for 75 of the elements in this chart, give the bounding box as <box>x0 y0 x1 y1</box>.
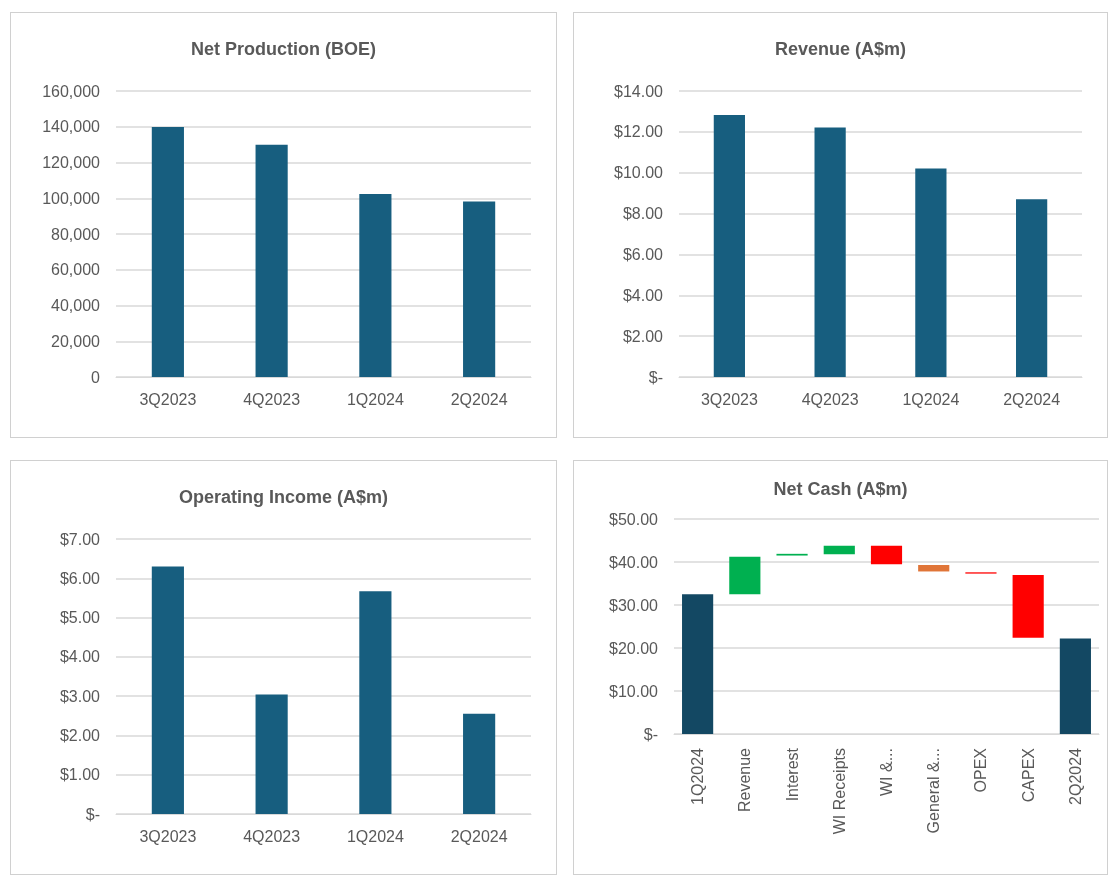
y-tick-label: 20,000 <box>51 332 101 350</box>
x-tick-label: Revenue <box>736 747 754 813</box>
bar <box>463 713 496 814</box>
bar <box>255 694 288 814</box>
chart-title: Net Production (BOE) <box>191 39 376 59</box>
bar <box>918 565 950 572</box>
x-tick-label: General &... <box>925 748 943 834</box>
y-tick-label: $10.00 <box>614 164 664 182</box>
x-tick-label: OPEX <box>972 747 990 793</box>
x-tick-label: 4Q2023 <box>801 390 859 408</box>
y-tick-label: $6.00 <box>622 245 664 263</box>
y-tick-label: $7.00 <box>59 530 101 548</box>
bar <box>255 144 288 377</box>
bar <box>151 566 184 814</box>
x-tick-label: 1Q2024 <box>346 390 404 408</box>
x-tick-label: WI &... <box>878 748 895 796</box>
x-tick-label: 4Q2023 <box>243 390 301 408</box>
y-tick-label: $- <box>85 805 100 823</box>
bar <box>1016 199 1048 377</box>
y-tick-label: $50.00 <box>609 510 659 528</box>
y-tick-label: $10.00 <box>609 682 659 700</box>
chart-title: Revenue (A$m) <box>774 39 907 59</box>
x-tick-label: 4Q2023 <box>243 827 301 845</box>
bar <box>814 127 846 377</box>
y-tick-label: $14.00 <box>614 82 664 100</box>
y-tick-label: $3.00 <box>59 687 101 705</box>
bar <box>682 594 714 734</box>
bar <box>1059 638 1091 734</box>
chart-title: Net Cash (A$m) <box>773 479 908 499</box>
y-tick-label: $5.00 <box>59 609 101 627</box>
x-tick-label: 3Q2023 <box>139 827 197 845</box>
bar <box>359 591 392 814</box>
x-tick-label: 1Q2024 <box>689 747 707 805</box>
y-tick-label: $6.00 <box>59 569 101 587</box>
bar <box>359 193 392 377</box>
x-tick-label: 3Q2023 <box>139 390 197 408</box>
y-tick-label: $2.00 <box>622 327 664 345</box>
bar <box>713 114 745 377</box>
x-tick-label: 2Q2024 <box>1066 747 1084 805</box>
y-tick-label: 0 <box>91 368 101 386</box>
y-tick-label: $- <box>648 368 663 386</box>
y-tick-label: 80,000 <box>51 225 101 243</box>
chart-title: Operating Income (A$m) <box>178 487 389 507</box>
y-tick-label: 140,000 <box>42 118 101 136</box>
x-tick-label: 2Q2024 <box>1003 390 1061 408</box>
x-tick-label: WI Receipts <box>830 748 848 835</box>
y-tick-label: 160,000 <box>42 82 101 100</box>
y-tick-label: 100,000 <box>42 189 101 207</box>
y-tick-label: 120,000 <box>42 154 101 171</box>
y-tick-label: $4.00 <box>622 286 664 304</box>
y-tick-label: $8.00 <box>622 205 664 223</box>
x-tick-label: 1Q2024 <box>346 827 404 845</box>
y-tick-label: $4.00 <box>59 648 101 666</box>
y-tick-label: 60,000 <box>51 261 101 279</box>
y-tick-label: $40.00 <box>609 553 659 571</box>
y-tick-label: $1.00 <box>59 766 101 784</box>
x-tick-label: CAPEX <box>1019 747 1037 803</box>
y-tick-label: $20.00 <box>609 639 659 657</box>
y-tick-label: 40,000 <box>51 297 101 314</box>
bar <box>1012 574 1044 638</box>
y-tick-label: $12.00 <box>614 123 664 141</box>
x-tick-label: 2Q2024 <box>450 390 508 408</box>
bar <box>729 556 761 595</box>
x-tick-label: Interest <box>783 747 801 802</box>
bar <box>151 126 184 377</box>
y-tick-label: $30.00 <box>609 596 659 614</box>
bar <box>823 545 855 555</box>
bar <box>870 545 903 565</box>
x-tick-label: 1Q2024 <box>902 390 960 408</box>
bar <box>463 201 496 377</box>
x-tick-label: 2Q2024 <box>450 827 508 845</box>
bar <box>915 168 947 377</box>
y-tick-label: $- <box>643 725 658 743</box>
y-tick-label: $2.00 <box>59 726 101 744</box>
x-tick-label: 3Q2023 <box>700 390 758 408</box>
